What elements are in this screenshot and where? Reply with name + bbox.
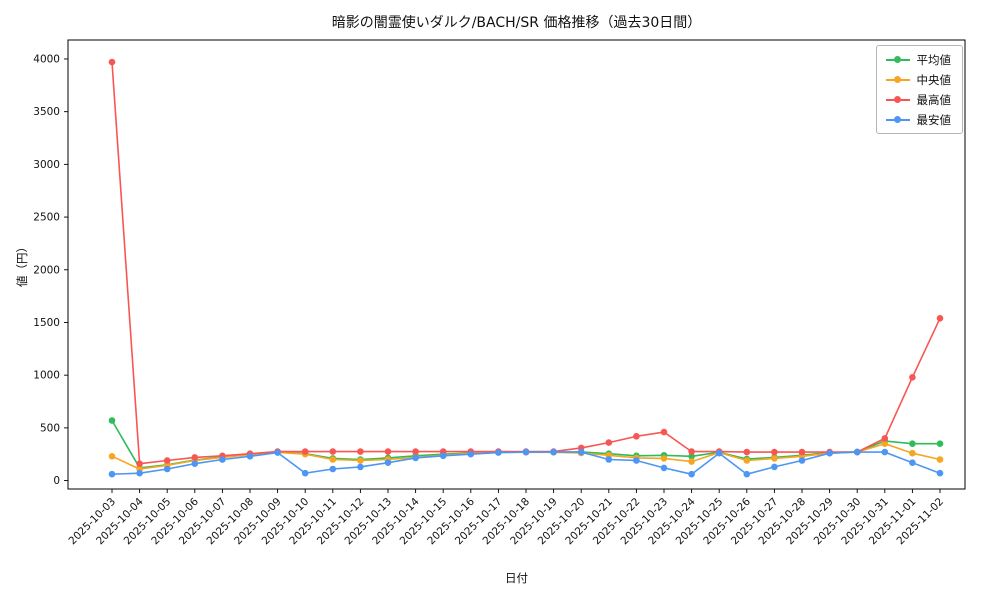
y-axis: 0 500 1000 1500 2000 2500 3000 3500 4000 <box>33 53 68 487</box>
y-tick-label: 1000 <box>33 370 60 382</box>
data-point <box>660 428 668 436</box>
plot-border <box>67 39 966 490</box>
data-point <box>329 448 337 455</box>
data-point <box>936 315 944 322</box>
data-point <box>329 465 337 473</box>
legend-label: 最高値 <box>916 92 952 107</box>
legend-label: 中央値 <box>916 72 952 87</box>
data-point <box>936 456 944 463</box>
data-point <box>163 457 171 464</box>
data-point <box>909 459 916 467</box>
legend: 平均値中央値最高値最安値 <box>875 45 963 134</box>
data-point <box>826 449 833 457</box>
data-point <box>688 453 695 460</box>
legend-marker-icon <box>885 115 910 125</box>
data-point <box>798 448 806 456</box>
data-point <box>633 457 640 464</box>
y-tick-label: 3500 <box>33 106 60 118</box>
y-tick-label: 500 <box>40 422 60 434</box>
data-point <box>550 448 557 456</box>
data-point <box>771 448 778 456</box>
data-point <box>605 456 613 463</box>
legend-marker-icon <box>885 75 910 85</box>
data-point <box>495 449 502 456</box>
legend-marker-icon <box>885 95 910 105</box>
data-point <box>715 449 723 457</box>
data-point <box>219 456 226 463</box>
data-point <box>771 455 778 462</box>
data-point <box>522 448 530 456</box>
data-point <box>605 439 613 446</box>
data-point <box>853 448 861 456</box>
legend-marker-icon <box>885 55 910 65</box>
data-point <box>163 465 171 473</box>
data-point <box>108 453 116 460</box>
data-point <box>798 457 806 464</box>
series-3 <box>108 448 944 478</box>
data-point <box>743 470 751 478</box>
data-point <box>909 440 916 448</box>
data-point <box>688 458 695 465</box>
legend-label: 最安値 <box>916 112 952 127</box>
data-point <box>412 448 419 455</box>
data-point <box>108 58 116 66</box>
data-point <box>191 460 199 468</box>
data-point <box>108 470 116 478</box>
y-tick-label: 4000 <box>33 53 60 65</box>
data-point <box>881 448 889 456</box>
data-point <box>301 448 309 455</box>
data-point <box>274 449 281 456</box>
x-axis: 2025-10-032025-10-042025-10-052025-10-06… <box>66 489 946 547</box>
data-point <box>909 374 916 381</box>
data-point <box>688 448 695 455</box>
data-point <box>246 453 254 460</box>
data-point <box>909 449 916 457</box>
data-point <box>881 435 889 442</box>
data-point <box>412 454 419 462</box>
legend-item-2: 最高値 <box>885 92 952 107</box>
data-point <box>771 463 778 471</box>
data-point <box>743 448 751 456</box>
legend-item-1: 中央値 <box>885 72 952 87</box>
data-point <box>357 457 364 464</box>
data-point <box>191 454 199 461</box>
data-point <box>936 440 944 448</box>
y-tick-label: 2000 <box>33 264 60 276</box>
chart-title: 暗影の闇霊使いダルク/BACH/SR 価格推移（過去30日間） <box>331 15 702 31</box>
data-point <box>439 452 447 460</box>
data-point <box>688 470 695 478</box>
data-point <box>633 433 640 440</box>
data-point <box>136 460 143 468</box>
data-point <box>660 464 668 472</box>
data-point <box>467 450 475 458</box>
data-point <box>357 463 364 471</box>
legend-item-3: 最安値 <box>885 112 952 127</box>
data-point <box>743 457 751 464</box>
x-axis-label: 日付 <box>505 571 528 585</box>
y-tick-label: 3000 <box>33 159 60 171</box>
legend-item-0: 平均値 <box>885 52 952 67</box>
data-point <box>660 455 668 462</box>
data-point <box>136 469 143 477</box>
data-point <box>357 448 364 455</box>
data-point <box>329 456 337 463</box>
data-point <box>108 417 116 424</box>
legend-label: 平均値 <box>916 52 952 67</box>
data-point <box>936 469 944 477</box>
data-point <box>384 448 392 455</box>
y-tick-label: 2500 <box>33 212 60 224</box>
data-point <box>577 448 585 456</box>
y-tick-label: 0 <box>53 475 60 487</box>
data-point <box>384 459 392 467</box>
data-point <box>301 469 309 477</box>
data-point <box>881 440 889 448</box>
y-tick-label: 1500 <box>33 317 60 329</box>
